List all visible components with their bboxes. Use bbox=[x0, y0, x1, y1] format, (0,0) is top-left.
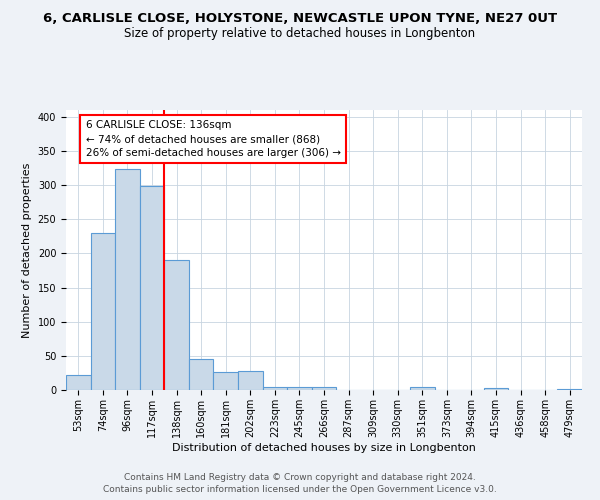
Bar bbox=[287, 386, 312, 390]
Bar bbox=[91, 233, 115, 390]
Bar bbox=[557, 388, 582, 390]
Text: 6 CARLISLE CLOSE: 136sqm
← 74% of detached houses are smaller (868)
26% of semi-: 6 CARLISLE CLOSE: 136sqm ← 74% of detach… bbox=[86, 120, 341, 158]
Bar bbox=[410, 386, 434, 390]
X-axis label: Distribution of detached houses by size in Longbenton: Distribution of detached houses by size … bbox=[172, 442, 476, 452]
Bar bbox=[238, 371, 263, 390]
Text: 6, CARLISLE CLOSE, HOLYSTONE, NEWCASTLE UPON TYNE, NE27 0UT: 6, CARLISLE CLOSE, HOLYSTONE, NEWCASTLE … bbox=[43, 12, 557, 26]
Bar bbox=[189, 358, 214, 390]
Bar bbox=[263, 386, 287, 390]
Bar bbox=[214, 372, 238, 390]
Y-axis label: Number of detached properties: Number of detached properties bbox=[22, 162, 32, 338]
Bar bbox=[140, 186, 164, 390]
Text: Contains public sector information licensed under the Open Government Licence v3: Contains public sector information licen… bbox=[103, 485, 497, 494]
Bar bbox=[484, 388, 508, 390]
Bar bbox=[164, 260, 189, 390]
Bar bbox=[312, 388, 336, 390]
Text: Contains HM Land Registry data © Crown copyright and database right 2024.: Contains HM Land Registry data © Crown c… bbox=[124, 472, 476, 482]
Bar bbox=[66, 375, 91, 390]
Bar bbox=[115, 170, 140, 390]
Text: Size of property relative to detached houses in Longbenton: Size of property relative to detached ho… bbox=[124, 28, 476, 40]
